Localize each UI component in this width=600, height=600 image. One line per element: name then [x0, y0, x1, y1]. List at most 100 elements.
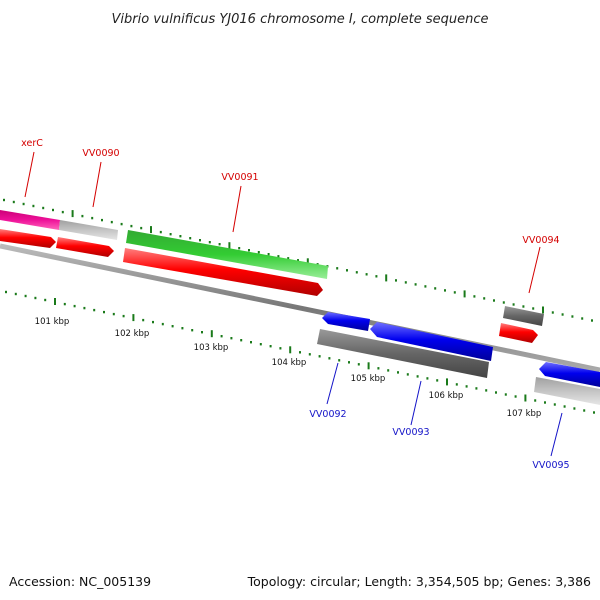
- gene-label[interactable]: xerC: [21, 138, 43, 149]
- scale-tick-minor: [91, 216, 94, 220]
- scale-tick-minor: [130, 224, 133, 228]
- scale-tick-minor: [120, 222, 123, 226]
- gene-label[interactable]: VV0092: [309, 409, 346, 420]
- scale-tick-minor: [42, 206, 45, 210]
- scale-tick-minor: [63, 302, 66, 306]
- scale-tick-minor: [377, 367, 380, 370]
- scale-tick-minor: [551, 311, 554, 314]
- scale-tick-minor: [201, 331, 203, 334]
- scale-tick-major: [463, 290, 466, 298]
- scale-tick-minor: [161, 322, 164, 326]
- scale-tick-minor: [142, 318, 145, 322]
- gene-label[interactable]: VV0090: [82, 148, 119, 159]
- scale-tick-major: [150, 226, 152, 234]
- kbp-label: 101 kbp: [35, 317, 70, 327]
- scale-tick-minor: [267, 253, 270, 256]
- scale-tick-minor: [365, 273, 368, 276]
- scale-tick-minor: [395, 279, 397, 282]
- scale-tick-minor: [593, 411, 595, 414]
- scale-tick-minor: [424, 285, 427, 288]
- scale-tick-minor: [122, 314, 125, 318]
- gene-VV0092-segment[interactable]: [317, 329, 489, 378]
- scale-tick-minor: [189, 237, 192, 240]
- gene-VV0095-segment[interactable]: [534, 377, 600, 405]
- scale-tick-minor: [24, 294, 27, 298]
- scale-tick-minor: [502, 301, 505, 304]
- kbp-label: 107 kbp: [507, 409, 542, 419]
- scale-tick-minor: [434, 287, 437, 290]
- scale-tick-major: [54, 298, 56, 305]
- gene-label[interactable]: VV0095: [532, 460, 569, 471]
- scale-tick-minor: [140, 226, 143, 230]
- scale-tick-minor: [103, 310, 105, 314]
- scale-tick-minor: [348, 361, 350, 364]
- gene-VV0095[interactable]: [539, 362, 600, 387]
- scale-tick-minor: [191, 329, 194, 332]
- kbp-label: 104 kbp: [272, 358, 307, 368]
- scale-tick-minor: [287, 257, 290, 260]
- scale-tick-major: [446, 378, 448, 386]
- kbp-labels: 101 kbp 102 kbp 103 kbp 104 kbp 105 kbp …: [35, 317, 542, 419]
- scale-tick-minor: [81, 214, 84, 218]
- scale-tick-minor: [346, 269, 348, 272]
- scale-tick-minor: [238, 247, 241, 250]
- scale-tick-minor: [220, 335, 223, 338]
- scale-tick-minor: [465, 385, 468, 388]
- scale-tick-minor: [12, 200, 15, 204]
- scale-tick-minor: [110, 220, 113, 224]
- scale-tick-minor: [336, 267, 339, 270]
- gene-VV0093[interactable]: [370, 322, 493, 361]
- scale-tick-minor: [338, 359, 341, 362]
- scale-tick-minor: [328, 357, 331, 360]
- forward-tick-row: [3, 198, 593, 322]
- scale-tick-minor: [277, 255, 280, 258]
- scale-tick-major: [542, 306, 544, 314]
- gene-label[interactable]: VV0091: [221, 172, 258, 183]
- scale-tick-minor: [240, 339, 243, 342]
- scale-tick-minor: [512, 303, 515, 306]
- scale-tick-major: [385, 274, 388, 282]
- scale-tick-minor: [152, 320, 154, 324]
- scale-tick-major: [289, 346, 292, 354]
- scale-tick-minor: [248, 249, 250, 252]
- scale-tick-major: [71, 210, 74, 218]
- sequence-stats-text: Topology: circular; Length: 3,354,505 bp…: [247, 574, 591, 589]
- scale-tick-major: [306, 258, 309, 266]
- gene-VV0092[interactable]: [322, 312, 370, 331]
- scale-tick-minor: [553, 403, 556, 406]
- gene-VV0094[interactable]: [503, 306, 544, 326]
- gene-VV0090-arrow[interactable]: [56, 237, 114, 257]
- gene-xerC-segment[interactable]: [59, 220, 118, 240]
- scale-tick-minor: [514, 395, 517, 398]
- gene-VV0091[interactable]: [126, 230, 328, 279]
- kbp-label: 103 kbp: [194, 343, 229, 353]
- scale-tick-minor: [426, 377, 429, 380]
- map-title: Vibrio vulnificus YJ016 chromosome I, co…: [111, 12, 488, 27]
- scale-tick-minor: [406, 373, 409, 376]
- scale-tick-minor: [269, 345, 272, 348]
- scale-tick-minor: [181, 327, 184, 330]
- accession-text: Accession: NC_005139: [9, 574, 151, 589]
- gene-xerC[interactable]: [0, 210, 60, 230]
- scale-tick-minor: [495, 391, 497, 394]
- scale-tick-minor: [93, 308, 96, 312]
- gene-label[interactable]: VV0094: [522, 235, 559, 246]
- scale-tick-minor: [52, 208, 54, 212]
- scale-tick-major: [524, 394, 527, 402]
- gene-label[interactable]: VV0093: [392, 427, 429, 438]
- reverse-tick-row: [5, 290, 595, 414]
- gene-xerC-arrow[interactable]: [0, 229, 56, 248]
- gene-VV0094-arrow[interactable]: [499, 323, 538, 343]
- scale-tick-minor: [444, 289, 446, 292]
- label-leaders: [24, 151, 563, 457]
- scale-tick-minor: [573, 407, 576, 410]
- gene-VV0091-arrow[interactable]: [123, 248, 323, 296]
- scale-tick-minor: [208, 241, 211, 244]
- scale-tick-minor: [414, 283, 417, 286]
- scale-tick-minor: [561, 313, 564, 316]
- scale-tick-major: [132, 314, 135, 322]
- scale-tick-minor: [455, 383, 458, 386]
- scale-tick-minor: [544, 401, 546, 404]
- scale-tick-minor: [416, 375, 419, 378]
